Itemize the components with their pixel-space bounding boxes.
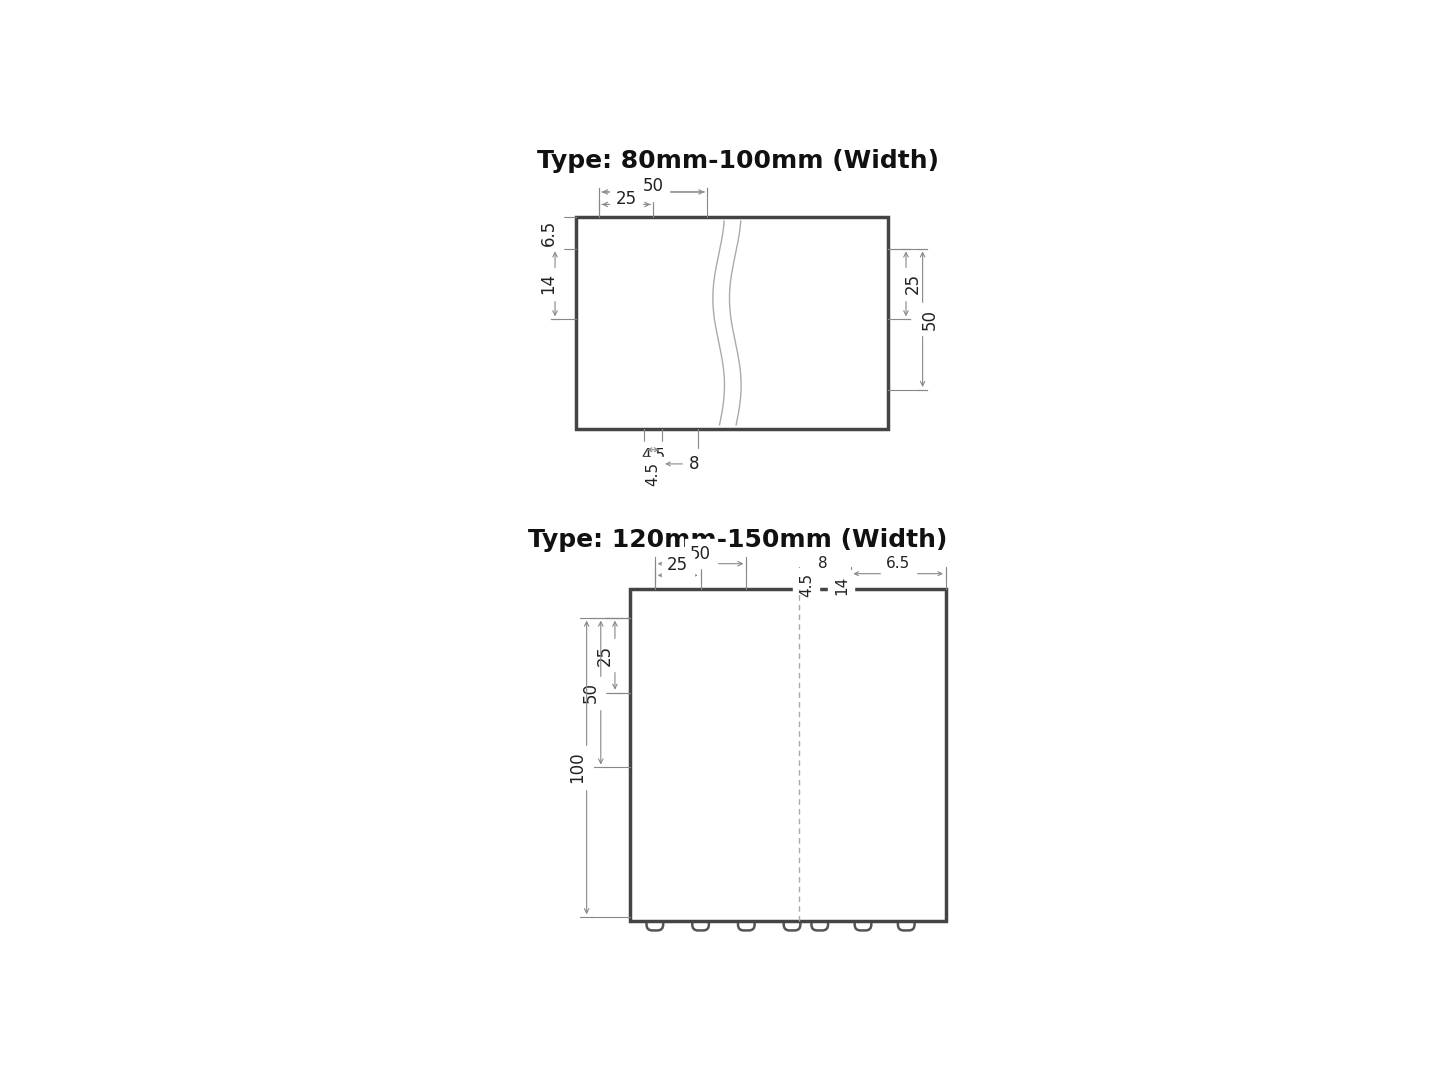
FancyBboxPatch shape xyxy=(899,605,914,631)
FancyBboxPatch shape xyxy=(795,375,812,405)
Text: 100: 100 xyxy=(567,752,586,783)
FancyBboxPatch shape xyxy=(698,305,716,334)
FancyBboxPatch shape xyxy=(795,233,812,264)
Text: 6.5: 6.5 xyxy=(886,556,910,571)
FancyBboxPatch shape xyxy=(783,679,801,706)
FancyBboxPatch shape xyxy=(811,829,828,855)
FancyBboxPatch shape xyxy=(739,904,755,931)
FancyBboxPatch shape xyxy=(848,305,867,334)
Text: 4.5: 4.5 xyxy=(645,468,661,492)
FancyBboxPatch shape xyxy=(693,754,708,781)
FancyBboxPatch shape xyxy=(693,829,708,855)
Text: 4.5: 4.5 xyxy=(799,573,814,597)
FancyBboxPatch shape xyxy=(693,605,708,631)
FancyBboxPatch shape xyxy=(590,305,608,334)
FancyBboxPatch shape xyxy=(783,605,801,631)
Text: 25: 25 xyxy=(615,190,636,207)
Bar xyxy=(629,589,946,921)
FancyBboxPatch shape xyxy=(811,904,828,931)
FancyBboxPatch shape xyxy=(644,305,662,334)
FancyBboxPatch shape xyxy=(899,754,914,781)
FancyBboxPatch shape xyxy=(739,829,755,855)
FancyBboxPatch shape xyxy=(590,233,608,264)
FancyBboxPatch shape xyxy=(647,679,664,706)
FancyBboxPatch shape xyxy=(855,679,871,706)
FancyBboxPatch shape xyxy=(811,605,828,631)
FancyBboxPatch shape xyxy=(693,904,708,931)
FancyBboxPatch shape xyxy=(783,754,801,781)
FancyBboxPatch shape xyxy=(855,754,871,781)
FancyBboxPatch shape xyxy=(740,375,759,405)
Text: 25: 25 xyxy=(904,273,922,295)
FancyBboxPatch shape xyxy=(848,233,867,264)
FancyBboxPatch shape xyxy=(739,754,755,781)
FancyBboxPatch shape xyxy=(795,305,812,334)
Text: 4.5: 4.5 xyxy=(645,462,661,486)
Text: 6.5: 6.5 xyxy=(540,219,557,246)
FancyBboxPatch shape xyxy=(811,754,828,781)
Text: 50: 50 xyxy=(690,544,711,563)
FancyBboxPatch shape xyxy=(855,829,871,855)
FancyBboxPatch shape xyxy=(855,904,871,931)
FancyBboxPatch shape xyxy=(899,904,914,931)
Text: Type: 80mm-100mm (Width): Type: 80mm-100mm (Width) xyxy=(537,149,939,173)
FancyBboxPatch shape xyxy=(740,305,759,334)
Text: 50: 50 xyxy=(642,177,664,195)
FancyBboxPatch shape xyxy=(899,829,914,855)
FancyBboxPatch shape xyxy=(693,679,708,706)
FancyBboxPatch shape xyxy=(647,754,664,781)
FancyBboxPatch shape xyxy=(740,233,759,264)
Text: 14: 14 xyxy=(834,576,848,595)
FancyBboxPatch shape xyxy=(739,605,755,631)
Text: 25: 25 xyxy=(667,556,688,575)
Text: 50: 50 xyxy=(582,683,600,703)
Text: Type: 120mm-150mm (Width): Type: 120mm-150mm (Width) xyxy=(528,528,948,552)
Text: 14: 14 xyxy=(540,273,557,295)
FancyBboxPatch shape xyxy=(698,233,716,264)
FancyBboxPatch shape xyxy=(647,904,664,931)
FancyBboxPatch shape xyxy=(899,679,914,706)
FancyBboxPatch shape xyxy=(644,375,662,405)
FancyBboxPatch shape xyxy=(698,375,716,405)
FancyBboxPatch shape xyxy=(644,233,662,264)
FancyBboxPatch shape xyxy=(783,829,801,855)
FancyBboxPatch shape xyxy=(590,375,608,405)
Text: 8: 8 xyxy=(818,556,828,571)
FancyBboxPatch shape xyxy=(811,679,828,706)
Bar xyxy=(576,217,887,429)
FancyBboxPatch shape xyxy=(783,904,801,931)
FancyBboxPatch shape xyxy=(647,829,664,855)
FancyBboxPatch shape xyxy=(848,375,867,405)
Text: 4.5: 4.5 xyxy=(641,447,665,462)
Text: 50: 50 xyxy=(920,309,939,329)
FancyBboxPatch shape xyxy=(647,605,664,631)
Text: 8: 8 xyxy=(688,455,698,473)
FancyBboxPatch shape xyxy=(739,679,755,706)
Text: 25: 25 xyxy=(596,645,613,665)
FancyBboxPatch shape xyxy=(855,605,871,631)
